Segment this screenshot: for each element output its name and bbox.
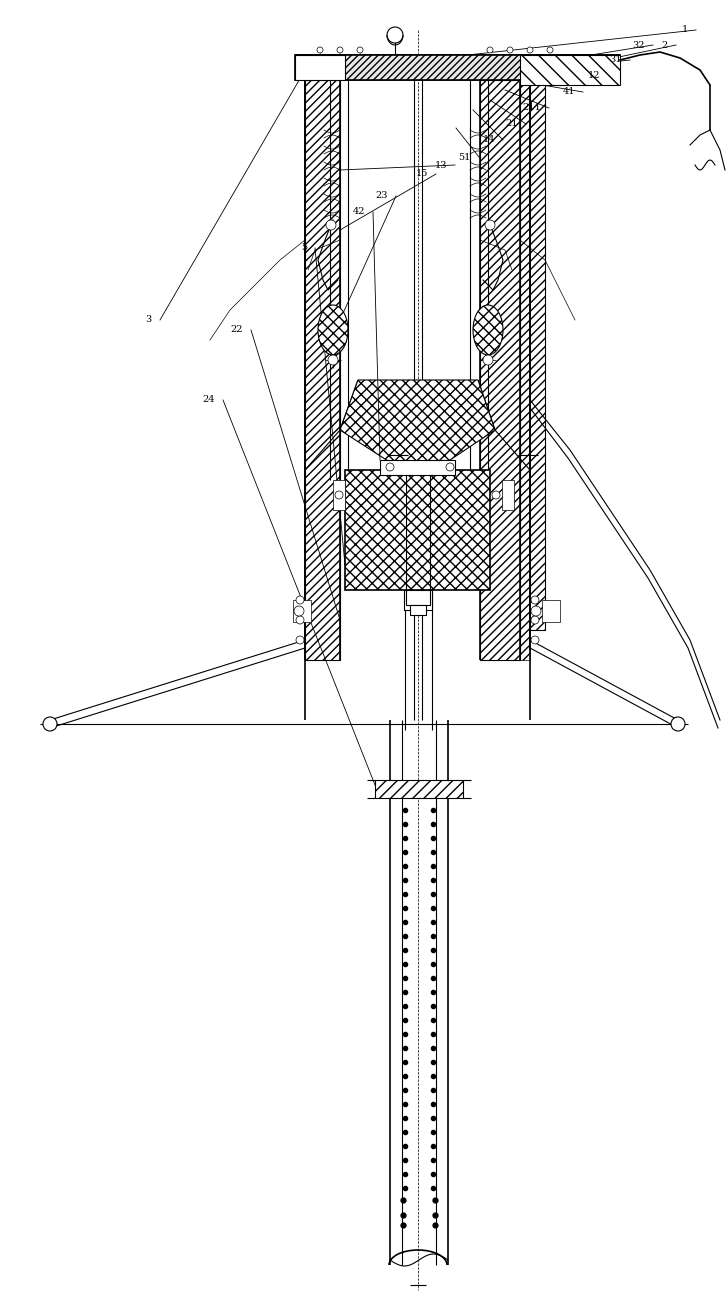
Circle shape (410, 592, 426, 608)
Circle shape (446, 463, 454, 471)
Text: 12: 12 (587, 72, 600, 81)
Circle shape (671, 717, 685, 732)
Circle shape (531, 636, 539, 644)
Text: 24: 24 (202, 395, 215, 404)
Circle shape (387, 27, 403, 43)
Circle shape (531, 606, 541, 615)
Text: 3: 3 (146, 316, 152, 325)
Bar (542, 600, 560, 622)
Text: 31: 31 (609, 56, 622, 64)
Text: 15: 15 (416, 170, 428, 179)
Bar (305, 80, 330, 660)
Bar (512, 469, 530, 589)
Bar (480, 80, 520, 660)
Circle shape (43, 717, 57, 732)
Bar (333, 480, 345, 510)
Circle shape (527, 47, 533, 53)
Bar (520, 55, 620, 85)
Text: 14: 14 (483, 136, 495, 145)
Text: 23: 23 (376, 192, 388, 201)
Bar (502, 480, 514, 510)
Text: 21: 21 (505, 120, 518, 129)
Bar (295, 55, 620, 80)
Circle shape (507, 47, 513, 53)
Circle shape (492, 492, 500, 499)
Circle shape (357, 47, 363, 53)
Bar (345, 469, 490, 589)
Bar (380, 460, 455, 475)
Text: 51: 51 (459, 153, 471, 162)
Bar (406, 589, 430, 605)
Bar (293, 600, 311, 622)
Text: 41: 41 (563, 87, 575, 96)
Ellipse shape (318, 305, 348, 355)
Bar (375, 780, 463, 798)
Circle shape (296, 596, 304, 604)
Text: 32: 32 (633, 40, 645, 50)
Circle shape (328, 355, 338, 365)
Bar (305, 469, 323, 589)
Circle shape (531, 615, 539, 625)
Circle shape (386, 463, 394, 471)
Text: 2: 2 (662, 40, 668, 50)
Text: 211: 211 (522, 103, 541, 112)
Text: 42: 42 (352, 207, 365, 216)
Text: 5: 5 (301, 244, 307, 253)
Text: 13: 13 (435, 160, 447, 170)
Polygon shape (340, 379, 495, 469)
Bar (410, 605, 426, 615)
Bar (520, 80, 545, 630)
Circle shape (531, 596, 539, 604)
Circle shape (337, 47, 343, 53)
Bar (404, 589, 432, 610)
Circle shape (547, 47, 553, 53)
Bar (505, 80, 530, 660)
Text: 22: 22 (231, 326, 243, 335)
Circle shape (296, 636, 304, 644)
Circle shape (294, 606, 304, 615)
Bar (305, 80, 340, 660)
Circle shape (326, 220, 336, 230)
Bar (295, 55, 345, 80)
Circle shape (487, 47, 493, 53)
Circle shape (483, 355, 493, 365)
Circle shape (335, 492, 343, 499)
Circle shape (485, 220, 495, 230)
Text: 1: 1 (681, 26, 688, 34)
Circle shape (317, 47, 323, 53)
Ellipse shape (473, 305, 503, 355)
Circle shape (296, 615, 304, 625)
